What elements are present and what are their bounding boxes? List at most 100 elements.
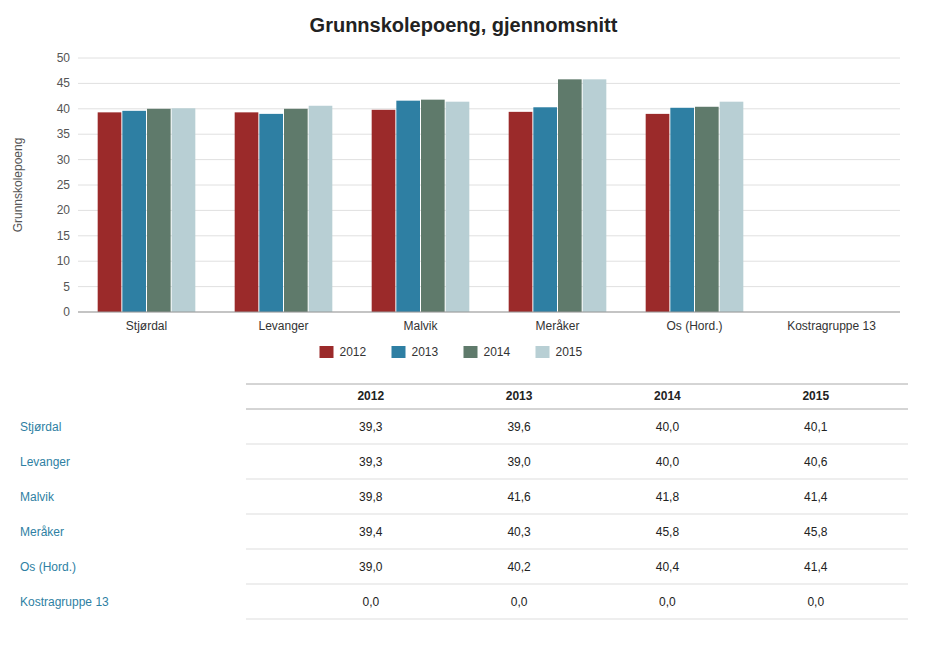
y-tick-label: 30 — [57, 153, 71, 167]
grid-line — [78, 159, 900, 160]
chart-container: Grunnskolepoeng, gjennomsnitt 0 5 10 15 20 25 3… — [0, 0, 927, 661]
table-value: 0,0 — [511, 595, 528, 609]
y-axis-label: Grunnskolepoeng — [11, 138, 25, 233]
grid-line — [78, 286, 900, 287]
bar — [372, 110, 396, 312]
table-value: 40,1 — [804, 420, 828, 434]
table-row-rule — [246, 479, 908, 480]
x-tick-label: Levanger — [258, 319, 308, 333]
table-value: 0,0 — [659, 595, 676, 609]
table-value: 40,6 — [804, 455, 828, 469]
legend-label: 2013 — [412, 345, 439, 359]
table-header: 2012 — [357, 389, 384, 403]
y-tick-label: 5 — [63, 280, 70, 294]
y-tick-label: 20 — [57, 203, 71, 217]
bar — [695, 107, 719, 312]
grid-line — [78, 261, 900, 262]
table-value: 39,3 — [359, 455, 383, 469]
x-axis: StjørdalLevangerMalvikMeråkerOs (Hord.)K… — [126, 319, 876, 333]
table-value: 39,4 — [359, 525, 383, 539]
bar — [646, 114, 670, 312]
grid-line — [78, 58, 900, 59]
y-tick-label: 45 — [57, 76, 71, 90]
table-header: 2014 — [654, 389, 681, 403]
table-row-rule — [246, 444, 908, 445]
y-tick-label: 15 — [57, 229, 71, 243]
x-tick-label: Malvik — [403, 319, 438, 333]
table-row-label: Kostragruppe 13 — [20, 595, 109, 609]
y-tick-label: 35 — [57, 127, 71, 141]
table-row-rule — [246, 619, 908, 620]
x-tick-label: Os (Hord.) — [666, 319, 722, 333]
legend-label: 2015 — [556, 345, 583, 359]
grid-line — [78, 185, 900, 186]
y-tick-label: 0 — [63, 305, 70, 319]
table-value: 45,8 — [804, 525, 828, 539]
y-tick-label: 40 — [57, 102, 71, 116]
table-row-rule — [246, 514, 908, 515]
table-value: 0,0 — [807, 595, 824, 609]
table-row-label: Os (Hord.) — [20, 560, 76, 574]
bar — [284, 109, 308, 312]
table-value: 41,6 — [507, 490, 531, 504]
table-value: 40,4 — [656, 560, 680, 574]
bar — [396, 101, 420, 312]
chart-title: Grunnskolepoeng, gjennomsnitt — [310, 14, 618, 36]
table-value: 40,2 — [507, 560, 531, 574]
grid-line — [78, 108, 900, 109]
y-tick-label: 50 — [57, 51, 71, 65]
chart-svg: Grunnskolepoeng, gjennomsnitt 0 5 10 15 20 25 3… — [0, 0, 927, 661]
bar — [421, 100, 445, 312]
grid-line — [78, 210, 900, 211]
table-value: 41,4 — [804, 490, 828, 504]
table-value: 41,8 — [656, 490, 680, 504]
table-value: 39,0 — [359, 560, 383, 574]
table-value: 39,0 — [507, 455, 531, 469]
table-row-rule — [246, 584, 908, 585]
table-rule — [246, 409, 908, 410]
grid-line — [78, 134, 900, 135]
legend-swatch — [536, 346, 550, 358]
bar — [558, 79, 582, 312]
bar — [446, 102, 470, 312]
table-header: 2013 — [506, 389, 533, 403]
x-tick-label: Kostragruppe 13 — [787, 319, 876, 333]
x-axis-line — [78, 312, 900, 313]
bar — [259, 114, 283, 312]
table-row-rule — [246, 549, 908, 550]
bar — [122, 111, 146, 312]
y-tick-label: 25 — [57, 178, 71, 192]
bar — [509, 112, 533, 312]
table-value: 39,6 — [507, 420, 531, 434]
bar — [720, 102, 744, 312]
bar — [533, 107, 557, 312]
grid-line — [78, 83, 900, 84]
table-rule — [246, 384, 908, 385]
bar — [147, 109, 171, 312]
table-header: 2015 — [802, 389, 829, 403]
y-tick-label: 10 — [57, 254, 71, 268]
table-value: 40,0 — [656, 420, 680, 434]
bar — [670, 108, 694, 312]
bar — [172, 108, 196, 312]
table-value: 40,3 — [507, 525, 531, 539]
bar — [583, 79, 607, 312]
legend-label: 2012 — [340, 345, 367, 359]
table-value: 39,8 — [359, 490, 383, 504]
table-row-label: Stjørdal — [20, 420, 61, 434]
x-tick-label: Meråker — [535, 319, 579, 333]
table-value: 39,3 — [359, 420, 383, 434]
legend: 2012201320142015 — [320, 345, 583, 359]
table-value: 41,4 — [804, 560, 828, 574]
bar — [98, 112, 122, 312]
table-row-label: Meråker — [20, 525, 64, 539]
data-table: 2012 2013 2014 2015 Stjørdal 39,3 39,6 40,0 40,1… — [20, 384, 908, 619]
bar — [309, 106, 333, 312]
y-axis: 0 5 10 15 20 25 30 35 40 45 50 — [57, 51, 900, 319]
table-value: 0,0 — [362, 595, 379, 609]
legend-swatch — [464, 346, 478, 358]
legend-swatch — [392, 346, 406, 358]
legend-swatch — [320, 346, 334, 358]
table-value: 45,8 — [656, 525, 680, 539]
grid-line — [78, 235, 900, 236]
